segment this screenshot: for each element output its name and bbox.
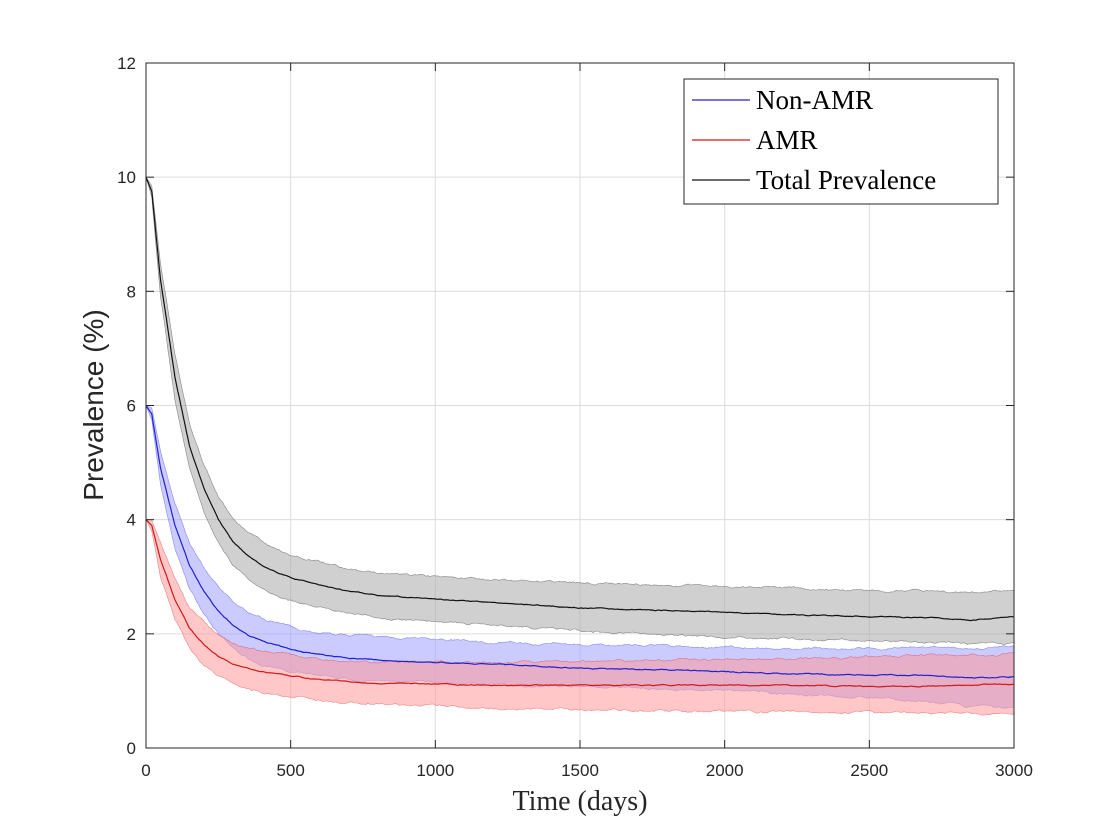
series-lines [145, 176, 1015, 688]
x-tick-label: 3000 [995, 761, 1033, 780]
y-axis-label: Prevalence (%) [78, 309, 109, 500]
series-line-2 [145, 176, 1015, 622]
series-line-1 [145, 519, 1015, 688]
x-tick-label: 500 [276, 761, 304, 780]
y-tick-label: 0 [127, 739, 136, 758]
legend-label-amr: AMR [756, 125, 818, 155]
y-tick-label: 10 [117, 168, 136, 187]
legend-label-non-amr: Non-AMR [756, 85, 873, 115]
x-axis-label: Time (days) [512, 786, 647, 817]
y-tick-label: 4 [127, 511, 136, 530]
x-tick-label: 0 [141, 761, 150, 780]
y-tick-label: 6 [127, 397, 136, 416]
legend: Non-AMR AMR Total Prevalence [683, 78, 999, 205]
legend-label-total: Total Prevalence [756, 165, 936, 195]
x-tick-label: 1500 [561, 761, 599, 780]
y-tick-label: 12 [117, 54, 136, 73]
y-tick-label: 8 [127, 282, 136, 301]
series-line-0 [145, 405, 1015, 679]
x-tick-label: 2500 [850, 761, 888, 780]
axis-ticks: 0 500 1000 1500 2000 2500 3000 0 2 4 6 8 10 12 [117, 54, 1033, 780]
x-tick-label: 2000 [706, 761, 744, 780]
x-tick-label: 1000 [416, 761, 454, 780]
y-tick-label: 2 [127, 625, 136, 644]
